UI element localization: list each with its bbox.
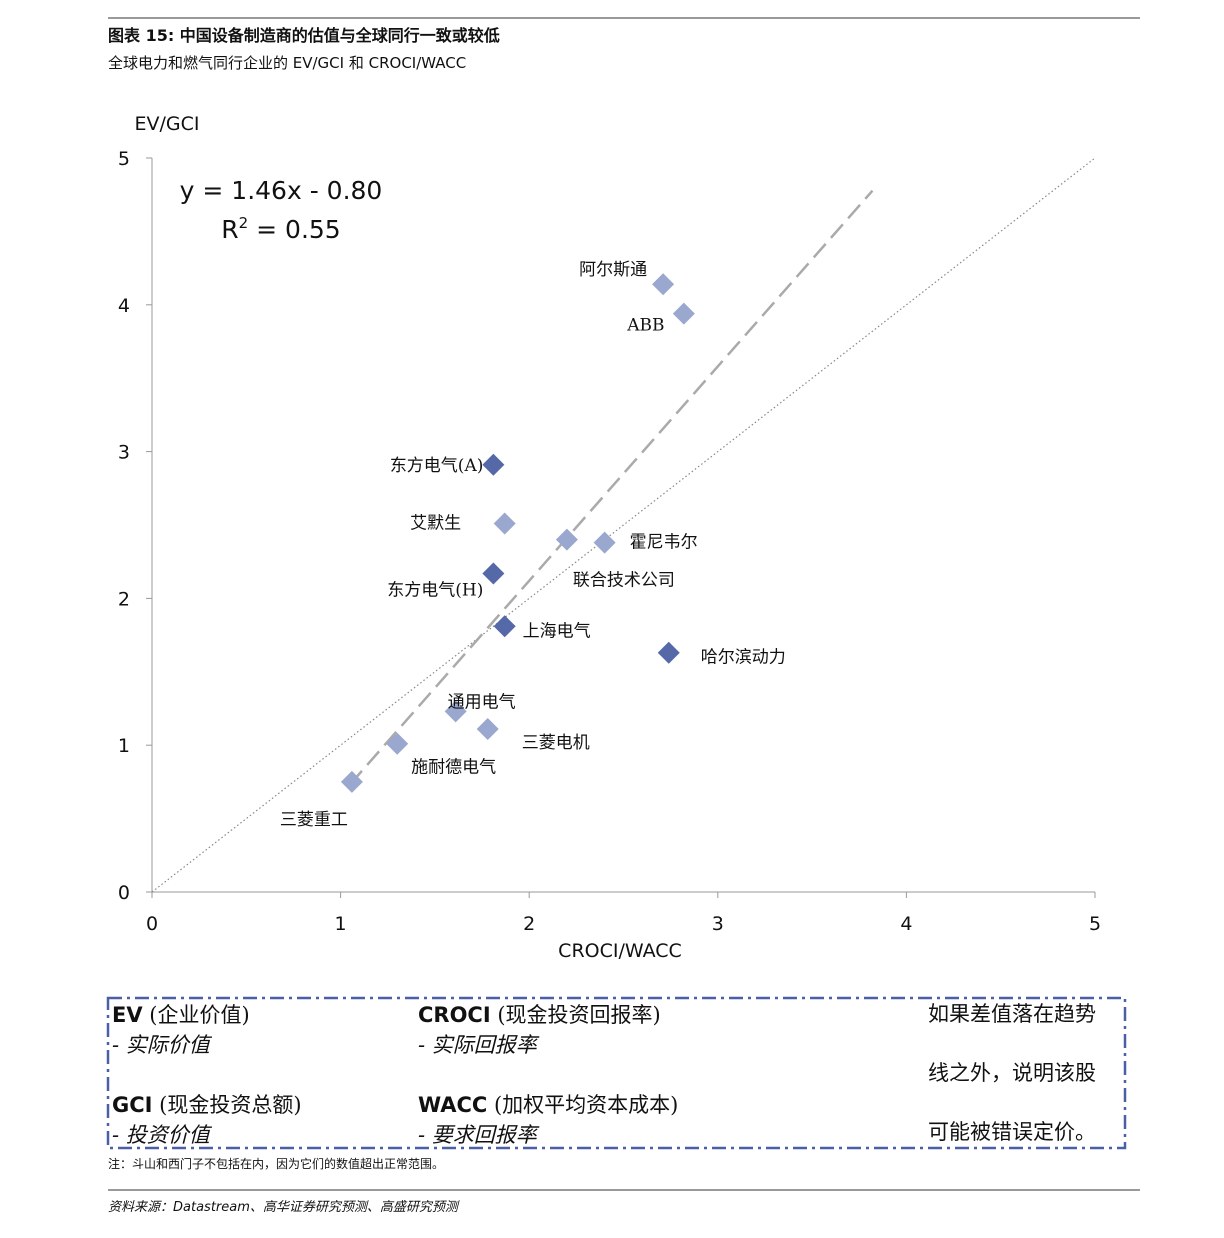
point-label: 霍尼韦尔	[630, 533, 698, 553]
y-tick-label: 1	[118, 735, 130, 757]
legend-term: GCI (现金投资总额)	[112, 1093, 302, 1117]
point	[476, 718, 499, 741]
x-tick-label: 1	[335, 913, 347, 935]
point-label: 东方电气(H)	[387, 580, 483, 600]
trendline	[349, 189, 874, 786]
point	[493, 615, 516, 638]
point	[593, 531, 616, 554]
meaning: (加权平均资本成本)	[487, 1093, 678, 1117]
term: GCI	[112, 1093, 152, 1117]
x-tick-label: 3	[712, 913, 724, 935]
legend-desc: - 实际回报率	[418, 1033, 540, 1057]
point	[340, 770, 363, 793]
x-tick-label: 2	[523, 913, 535, 935]
y-axis-title: EV/GCI	[135, 113, 200, 135]
r2-base: R	[221, 215, 238, 244]
point	[482, 562, 505, 585]
x-tick-label: 0	[146, 913, 158, 935]
point	[657, 641, 680, 664]
point	[672, 302, 695, 325]
legend-term: CROCI (现金投资回报率)	[418, 1003, 661, 1027]
x-tick-label: 4	[900, 913, 912, 935]
point-label: 上海电气	[523, 621, 591, 641]
source: 资料来源：Datastream、高华证券研究预测、高盛研究预测	[108, 1199, 460, 1215]
y-tick-label: 3	[118, 442, 130, 464]
y-tick-label: 2	[118, 588, 130, 610]
point-label: 三菱电机	[522, 733, 590, 753]
r2-sup: 2	[239, 214, 249, 232]
legend-term: WACC (加权平均资本成本)	[418, 1093, 678, 1117]
r2-rest: = 0.55	[248, 215, 341, 244]
legend-note: 如果差值落在趋势	[928, 1002, 1096, 1026]
legend-note: 可能被错误定价。	[928, 1120, 1096, 1144]
x-tick-label: 5	[1089, 913, 1101, 935]
point-label: 施耐德电气	[411, 758, 496, 778]
r-squared: R2 = 0.55	[221, 214, 340, 244]
title: 图表 15: 中国设备制造商的估值与全球同行一致或较低	[108, 26, 500, 45]
legend-note: 线之外，说明该股	[928, 1061, 1096, 1085]
meaning: (现金投资回报率)	[491, 1003, 661, 1027]
meaning: (现金投资总额)	[152, 1093, 301, 1117]
legend-box	[106, 996, 1127, 1150]
point-label: 通用电气	[448, 692, 516, 712]
point-label: 三菱重工	[280, 810, 348, 830]
point-label: 艾默生	[410, 514, 461, 534]
point	[444, 700, 467, 723]
y-tick-label: 5	[118, 148, 130, 170]
footnote: 注：斗山和西门子不包括在内，因为它们的数值超出正常范围。	[108, 1156, 444, 1171]
point	[555, 528, 578, 551]
reference-line	[151, 157, 1096, 893]
subtitle: 全球电力和燃气同行企业的 EV/GCI 和 CROCI/WACC	[108, 54, 466, 72]
point-label: 东方电气(A)	[390, 456, 484, 476]
legend-term: EV (企业价值)	[112, 1003, 250, 1027]
term: EV	[112, 1003, 143, 1027]
legend-items: EV (企业价值) - 实际价值 CROCI (现金投资回报率) - 实际回报率 GCI…	[112, 1002, 1096, 1147]
point	[482, 453, 505, 476]
term: CROCI	[418, 1003, 491, 1027]
legend-desc: - 投资价值	[112, 1123, 213, 1147]
trend-equation: y = 1.46x - 0.80	[180, 176, 383, 205]
point	[652, 273, 675, 296]
point-label: 联合技术公司	[573, 571, 675, 591]
point-label: 阿尔斯通	[579, 260, 647, 280]
point-label: ABB	[626, 316, 664, 336]
y-tick-label: 0	[118, 882, 130, 904]
meaning: (企业价值)	[143, 1003, 250, 1027]
point	[386, 732, 409, 755]
y-tick-label: 4	[118, 295, 130, 317]
point	[493, 512, 516, 535]
legend-desc: - 实际价值	[112, 1033, 213, 1057]
term: WACC	[418, 1093, 487, 1117]
legend-desc: - 要求回报率	[418, 1123, 540, 1147]
point-label: 哈尔滨动力	[701, 648, 786, 668]
x-axis-title: CROCI/WACC	[558, 940, 682, 962]
